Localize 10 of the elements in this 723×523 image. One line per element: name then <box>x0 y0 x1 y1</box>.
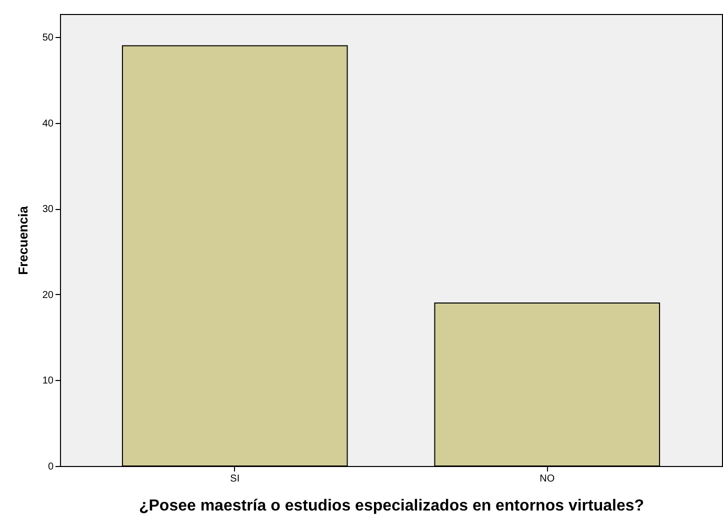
y-tick-label: 20 <box>42 290 54 301</box>
y-tick-label: 10 <box>42 376 54 387</box>
y-tick-label: 0 <box>48 462 54 472</box>
x-tick-label: SI <box>230 474 240 484</box>
y-tick-label: 50 <box>42 32 54 44</box>
x-axis-title: ¿Posee maestría o estudios especializados en entornos virtuales? <box>138 498 644 514</box>
y-tick-label: 30 <box>42 204 54 216</box>
y-tick-label: 40 <box>42 118 54 130</box>
y-axis-title: Frecuencia <box>15 205 30 275</box>
x-tick-label: NO <box>540 474 555 484</box>
